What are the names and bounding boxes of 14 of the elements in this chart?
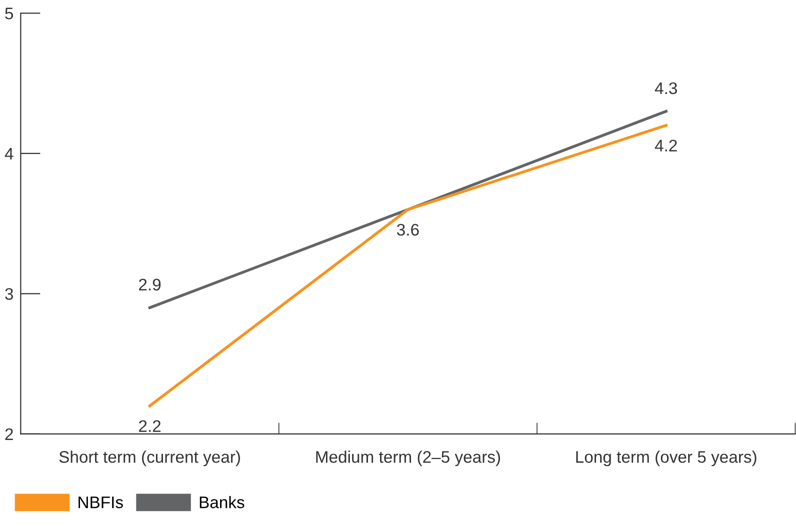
data-label: 3.6 [397,224,419,236]
data-label: 2.9 [139,278,161,291]
y-tick-label: 3 [5,288,14,300]
data-label: 4.3 [654,82,677,94]
data-label: 2.2 [139,420,161,432]
y-tick-label: 4 [4,148,14,160]
y-tick-label: 5 [5,8,14,20]
x-tick-label: Long term (over 5 years) [576,450,756,466]
y-tick-label: 2 [5,428,13,440]
data-label: 4.2 [654,140,677,152]
legend-label: NBFIs [78,496,123,508]
x-tick-label: Medium term (2–5 years) [316,450,500,466]
legend-label: Banks [200,496,244,508]
x-tick-label: Short term (current year) [59,450,240,466]
